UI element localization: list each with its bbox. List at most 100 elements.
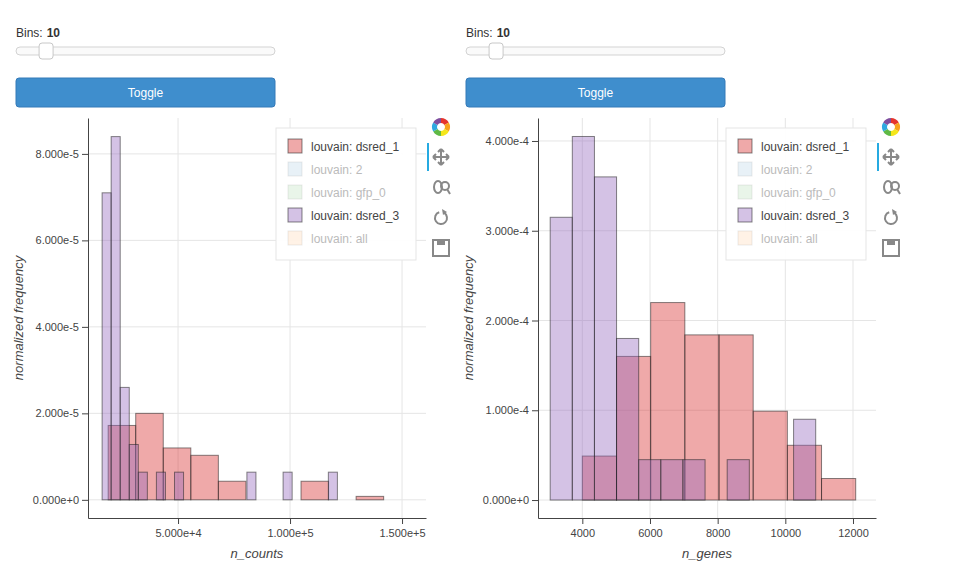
legend-item[interactable]: louvain: 2 (288, 162, 363, 177)
zoom-handle[interactable] (447, 189, 450, 194)
pan-tool[interactable] (883, 149, 899, 165)
x-axis: 4000600080001000012000 (539, 518, 877, 539)
legend-swatch[interactable] (738, 231, 752, 245)
x-tick: 10000 (771, 518, 802, 539)
legend-swatch[interactable] (738, 185, 752, 199)
save-tool[interactable] (883, 240, 899, 256)
legend-label[interactable]: louvain: 2 (311, 163, 363, 177)
legend-label[interactable]: louvain: all (311, 232, 368, 246)
legend-label[interactable]: louvain: all (761, 232, 818, 246)
histogram-bar (727, 460, 749, 500)
logo-segment[interactable] (891, 129, 899, 136)
reset-tool[interactable] (884, 209, 898, 225)
x-axis-title: n_genes (682, 546, 732, 561)
legend-swatch[interactable] (288, 185, 302, 199)
y-tick: 3.000e-4 (486, 225, 538, 237)
legend-label[interactable]: louvain: dsred_1 (761, 140, 849, 154)
save-icon-slot[interactable] (437, 240, 445, 245)
legend-label[interactable]: louvain: gfp_0 (311, 186, 386, 200)
legend-item[interactable]: louvain: dsred_1 (738, 139, 849, 154)
y-axis-title: normalized frequency (11, 254, 26, 380)
legend-item[interactable]: louvain: all (738, 231, 818, 246)
y-tick-label: 8.000e-5 (36, 148, 79, 160)
reset-icon[interactable] (884, 211, 898, 225)
legend-swatch[interactable] (738, 162, 752, 176)
x-tick-label: 5.000e+4 (155, 527, 201, 539)
histogram-bar (218, 481, 246, 500)
slider-track[interactable] (466, 47, 725, 55)
histogram-bar (661, 460, 683, 500)
legend-swatch[interactable] (738, 139, 752, 153)
x-tick-mark (290, 518, 291, 524)
legend-swatch[interactable] (288, 208, 302, 222)
y-tick-label: 6.000e-5 (36, 234, 79, 246)
y-tick: 0.000e+0 (483, 494, 538, 506)
button-label[interactable]: Toggle (578, 86, 614, 100)
button-label[interactable]: Toggle (128, 86, 164, 100)
y-tick-label: 1.000e-4 (486, 404, 529, 416)
histogram-bar (301, 481, 329, 500)
y-tick-mark (532, 231, 538, 232)
logo-segment[interactable] (883, 118, 891, 125)
bokeh-logo[interactable] (882, 118, 900, 136)
legend-item[interactable]: louvain: dsred_1 (288, 139, 399, 154)
save-icon-slot[interactable] (887, 240, 895, 245)
active-tool-indicator (427, 143, 429, 171)
reset-tool[interactable] (434, 209, 448, 225)
wheel-zoom-tool[interactable] (434, 181, 450, 194)
legend-swatch[interactable] (288, 162, 302, 176)
slider-handle[interactable] (39, 43, 53, 59)
y-tick: 4.000e-5 (36, 321, 88, 333)
legend-item[interactable]: louvain: dsred_3 (288, 208, 399, 223)
legend-label[interactable]: louvain: dsred_1 (311, 140, 399, 154)
histogram-bar (211, 499, 220, 500)
y-tick-label: 2.000e-5 (36, 407, 79, 419)
save-tool[interactable] (433, 240, 449, 256)
pan-icon[interactable] (883, 149, 899, 165)
save-icon[interactable] (433, 240, 449, 256)
legend-item[interactable]: louvain: gfp_0 (288, 185, 386, 200)
legend-item[interactable]: louvain: dsred_3 (738, 208, 849, 223)
histogram-bar (617, 338, 639, 500)
legend-item[interactable]: louvain: 2 (738, 162, 813, 177)
slider-track[interactable] (16, 47, 275, 55)
reset-icon[interactable] (434, 211, 448, 225)
y-tick: 2.000e-4 (486, 315, 538, 327)
logo-segment[interactable] (433, 118, 441, 125)
legend-item[interactable]: louvain: gfp_0 (738, 185, 836, 200)
y-axis-line (538, 119, 539, 519)
histogram-bar (719, 335, 753, 500)
histogram-bar (550, 217, 572, 500)
x-tick: 5.000e+4 (155, 518, 201, 539)
x-axis: 5.000e+41.000e+51.500e+5 (89, 518, 427, 539)
logo-segment[interactable] (441, 129, 449, 136)
reset-arrow[interactable] (442, 209, 447, 215)
canvas: Bins:10Toggle5.000e+41.000e+51.500e+50.0… (0, 0, 978, 588)
save-icon[interactable] (883, 240, 899, 256)
reset-arrow[interactable] (892, 209, 897, 215)
legend-item[interactable]: louvain: all (288, 231, 368, 246)
x-tick: 4000 (571, 518, 595, 539)
histogram-bar (705, 500, 727, 501)
wheel-zoom-tool[interactable] (884, 181, 900, 194)
legend-swatch[interactable] (288, 231, 302, 245)
pan-tool[interactable] (433, 149, 449, 165)
pan-icon[interactable] (433, 149, 449, 165)
toggle-button[interactable] (466, 78, 725, 107)
x-tick-mark (853, 518, 854, 524)
toggle-button[interactable] (16, 78, 275, 107)
legend-label[interactable]: louvain: dsred_3 (761, 209, 849, 223)
histogram-bar (238, 499, 247, 500)
legend-box (726, 128, 866, 260)
legend-label[interactable]: louvain: gfp_0 (761, 186, 836, 200)
y-axis-title: normalized frequency (461, 254, 476, 380)
bokeh-logo[interactable] (432, 118, 450, 136)
legend-label[interactable]: louvain: 2 (761, 163, 813, 177)
legend-swatch[interactable] (288, 139, 302, 153)
legend-label[interactable]: louvain: dsred_3 (311, 209, 399, 223)
zoom-handle[interactable] (897, 189, 900, 194)
histogram-bar (129, 444, 138, 499)
x-tick-mark (785, 518, 786, 524)
slider-handle[interactable] (489, 43, 503, 59)
legend-swatch[interactable] (738, 208, 752, 222)
